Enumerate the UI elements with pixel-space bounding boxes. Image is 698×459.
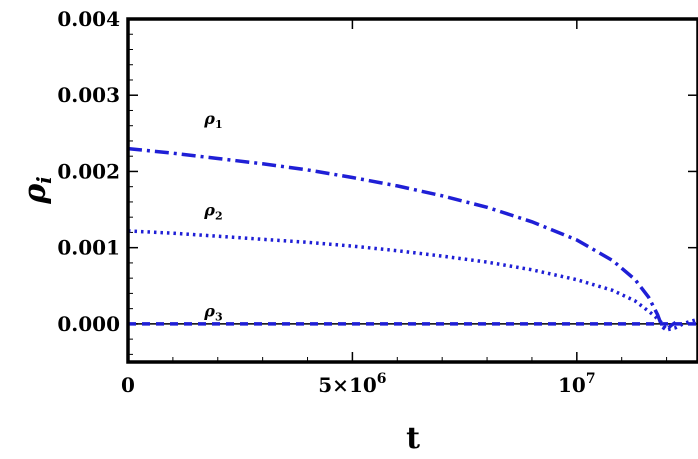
y-tick-label: 0.001: [57, 236, 120, 260]
y-tick-label: 0.004: [57, 7, 120, 31]
series-label-1: ρ1: [203, 109, 222, 131]
x-tick-label: 0: [121, 373, 135, 397]
y-tick-label: 0.000: [57, 312, 120, 336]
x-axis-title: t: [406, 421, 420, 456]
y-axis-title-subscript: i: [32, 176, 56, 184]
y-axis-title-base: ρ: [18, 183, 53, 205]
series-layer: [127, 146, 698, 333]
y-tick-label: 0.002: [57, 159, 120, 183]
y-axis-title: ρi: [18, 176, 56, 205]
y-tick-label: 0.003: [57, 83, 120, 107]
x-tick-label: 107: [558, 371, 596, 397]
series-label-3: ρ3: [203, 301, 222, 323]
labels-layer: 0.000 0.001 0.002 0.003 0.004 0 5×106 107 ρ1 ρ2 ρ3: [57, 7, 595, 397]
plot-frame: [126, 17, 698, 364]
x-tick-label: 5×106: [318, 371, 386, 397]
series-label-2: ρ2: [203, 201, 222, 223]
series-line-1: [127, 146, 677, 333]
